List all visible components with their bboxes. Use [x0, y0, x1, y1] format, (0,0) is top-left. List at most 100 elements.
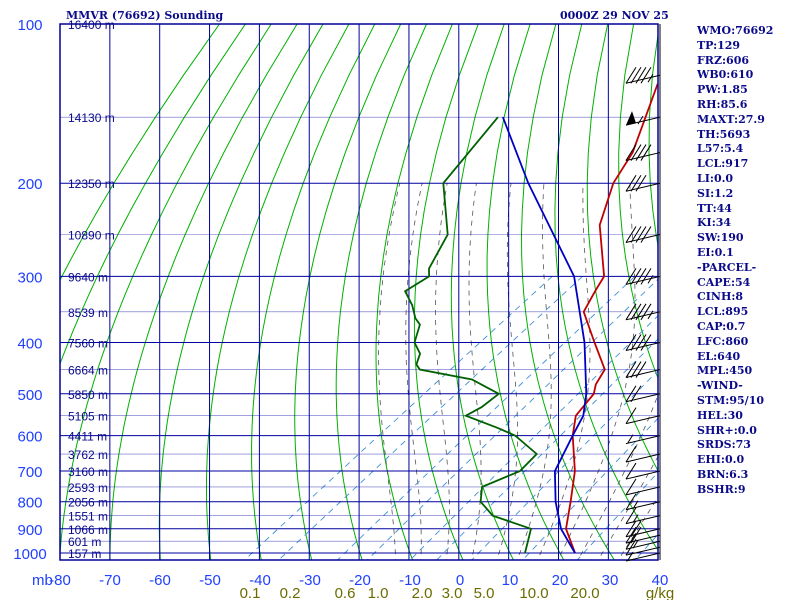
- barb-pennant: [626, 111, 636, 126]
- mixing-ratio-label: 20.0: [570, 585, 599, 600]
- wind-barb: [625, 540, 661, 550]
- height-label: 10890 m: [68, 229, 115, 243]
- barb-flag: [640, 268, 652, 285]
- index-value: FRZ:606: [697, 53, 750, 67]
- temperature-tick-label: -80: [49, 572, 71, 589]
- mixing-ratio-label: 2.0: [412, 585, 433, 600]
- index-value: LI:0.0: [697, 171, 734, 185]
- moist-adiabat: [435, 183, 450, 560]
- pressure-tick-label: 900: [17, 522, 42, 539]
- height-label: 3762 m: [68, 448, 108, 462]
- barb-flag: [625, 532, 637, 550]
- height-label: 5850 m: [68, 388, 108, 402]
- series-dewpoint: [403, 116, 539, 554]
- barb-flag: [630, 268, 642, 285]
- index-value: TH:5693: [697, 127, 751, 141]
- wind-barb: [625, 552, 661, 562]
- height-label: 14130 m: [68, 111, 115, 125]
- barb-flag: [635, 334, 647, 351]
- barb-flag: [625, 303, 637, 321]
- index-value: EI:0.1: [697, 245, 734, 259]
- height-label: 157 m: [68, 547, 101, 561]
- barb-flag: [630, 174, 642, 192]
- barb-flag: [635, 268, 647, 285]
- dry-adiabat: [294, 24, 402, 560]
- barb-flag: [640, 144, 652, 161]
- temperature-tick-label: -70: [99, 572, 121, 589]
- barb-flag: [635, 144, 647, 161]
- index-value: SI:1.2: [697, 186, 734, 200]
- index-value: -PARCEL-: [697, 260, 757, 274]
- temperature-tick-label: 0: [456, 572, 464, 589]
- mixing-ratio-line: [366, 278, 658, 560]
- index-value: SHR+:0.0: [697, 423, 757, 437]
- barb-flag: [630, 226, 642, 243]
- barb-flag: [640, 334, 652, 351]
- barb-flag: [625, 507, 637, 524]
- index-value: TP:129: [697, 38, 741, 52]
- index-value: MPL:450: [697, 364, 753, 378]
- mixing-ratio-line: [278, 276, 583, 560]
- mixing-ratio-line: [243, 276, 553, 560]
- barb-half-flag: [647, 275, 654, 284]
- mixing-ratio-label: 10.0: [519, 585, 548, 600]
- barb-flag: [625, 520, 637, 538]
- mixing-ratio-label: 0.6: [335, 585, 356, 600]
- barb-flag: [630, 385, 642, 403]
- index-value: BSHR:9: [697, 482, 746, 496]
- mixing-ratio-label: 0.1: [240, 585, 261, 600]
- barb-flag: [640, 303, 652, 321]
- height-label: 2056 m: [68, 496, 108, 510]
- barb-flag: [625, 526, 637, 544]
- dry-adiabat: [375, 24, 453, 560]
- barb-flag: [630, 303, 642, 321]
- index-value: LCL:917: [697, 157, 749, 171]
- barb-half-flag: [627, 434, 634, 443]
- dry-adiabat: [251, 24, 376, 560]
- dry-adiabat: [60, 24, 246, 366]
- chart-time: 0000Z 29 NOV 25: [560, 9, 669, 22]
- height-label: 9640 m: [68, 270, 108, 284]
- dry-adiabat: [586, 24, 658, 472]
- series-parcel: [502, 116, 588, 554]
- barb-flag: [625, 226, 637, 243]
- barb-half-flag: [647, 74, 654, 83]
- barb-flag: [625, 361, 637, 378]
- pressure-tick-label: 1000: [13, 546, 46, 563]
- barb-flag: [635, 67, 647, 84]
- temperature-tick-label: 10: [502, 572, 519, 589]
- temperature-tick-label: -20: [349, 572, 371, 589]
- index-value: CAP:0.7: [697, 319, 746, 333]
- barb-flag: [635, 361, 647, 378]
- index-value: CINH:8: [697, 290, 744, 304]
- barb-flag: [625, 174, 637, 192]
- barb-half-flag: [632, 514, 639, 523]
- barb-half-flag: [647, 310, 654, 320]
- pressure-tick-label: 700: [17, 464, 42, 481]
- index-value: WMO:76692: [697, 24, 774, 37]
- index-value: LFC:860: [697, 334, 749, 348]
- index-value: TT:44: [697, 201, 732, 215]
- barb-flag: [630, 67, 642, 84]
- background-grid: [60, 24, 658, 560]
- temperature-tick-label: -10: [399, 572, 421, 589]
- wind-barb: [625, 415, 661, 425]
- barb-flag: [625, 493, 637, 510]
- barb-flag: [625, 144, 637, 161]
- barb-flag: [625, 67, 637, 84]
- mixing-ratio-line: [336, 276, 636, 560]
- barb-half-flag: [632, 539, 639, 549]
- temperature-tick-label: 40: [652, 572, 669, 589]
- wind-barb: [625, 453, 661, 463]
- barb-flag: [640, 226, 652, 243]
- index-value: L57:5.4: [697, 142, 744, 156]
- pressure-tick-label: 200: [17, 176, 42, 193]
- wind-barb: [625, 501, 661, 511]
- wind-barb: [625, 470, 661, 480]
- barb-flag: [630, 144, 642, 161]
- pressure-unit-label: mb: [32, 572, 53, 589]
- barb-flag: [625, 478, 637, 496]
